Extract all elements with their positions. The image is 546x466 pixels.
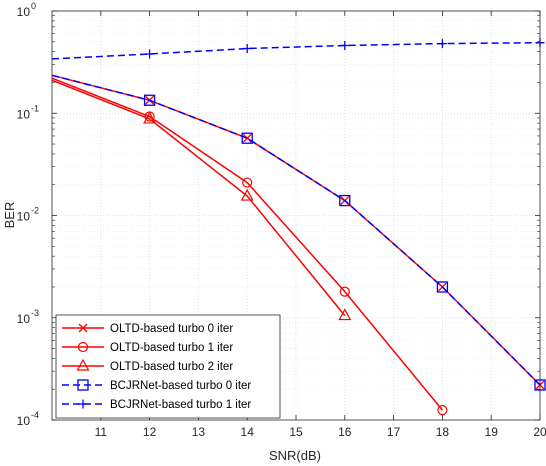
y-tick-label: 10 bbox=[17, 210, 31, 224]
data-point bbox=[242, 43, 252, 53]
legend-label: BCJRNet-based turbo 1 iter bbox=[110, 399, 251, 411]
data-point bbox=[340, 40, 350, 50]
y-tick-label: 10 bbox=[17, 312, 31, 326]
data-point bbox=[339, 194, 351, 207]
plot-area bbox=[51, 38, 546, 416]
data-point bbox=[437, 39, 447, 49]
legend-marker bbox=[78, 323, 88, 333]
x-tick-label: 18 bbox=[436, 425, 450, 439]
legend-marker bbox=[77, 379, 89, 391]
x-tick-label: 12 bbox=[143, 425, 157, 439]
series-2 bbox=[51, 77, 448, 416]
legend-label: OLTD-based turbo 2 iter bbox=[110, 361, 233, 373]
y-tick-label: 10 bbox=[17, 107, 31, 121]
series-line bbox=[51, 77, 443, 411]
data-point bbox=[242, 177, 253, 188]
x-tick-label: 11 bbox=[95, 425, 108, 439]
legend-marker bbox=[78, 399, 88, 409]
series-3 bbox=[51, 79, 352, 321]
x-tick-label: 17 bbox=[387, 425, 401, 439]
legend-label: OLTD-based turbo 1 iter bbox=[110, 342, 233, 354]
x-tick-label: 14 bbox=[241, 425, 255, 439]
data-point bbox=[437, 404, 448, 416]
legend-marker bbox=[77, 341, 89, 353]
x-tick-label: 16 bbox=[338, 425, 352, 439]
legend-item-3: OLTD-based turbo 2 iter bbox=[62, 358, 233, 373]
series-line bbox=[51, 41, 541, 60]
legend-marker bbox=[76, 358, 90, 371]
y-tick-exponent: -1 bbox=[31, 103, 39, 113]
legend-item-5: BCJRNet-based turbo 1 iter bbox=[62, 399, 251, 411]
x-tick-label: 19 bbox=[485, 425, 499, 439]
legend-label: BCJRNet-based turbo 0 iter bbox=[110, 380, 251, 392]
data-point bbox=[241, 132, 253, 144]
legend-item-4: BCJRNet-based turbo 0 iter bbox=[62, 379, 251, 392]
data-point bbox=[143, 111, 157, 124]
data-point bbox=[240, 188, 254, 201]
legend: OLTD-based turbo 0 iter OLTD-based turbo … bbox=[55, 314, 281, 419]
y-tick-label: 10 bbox=[17, 414, 31, 428]
data-point bbox=[436, 281, 449, 293]
legend-label: OLTD-based turbo 0 iter bbox=[110, 323, 233, 335]
data-point bbox=[339, 286, 350, 297]
y-tick-exponent: -2 bbox=[31, 206, 39, 216]
series-line bbox=[51, 74, 541, 386]
x-tick-label: 13 bbox=[192, 425, 206, 439]
y-axis-label: BER bbox=[2, 202, 17, 229]
y-tick-exponent: -4 bbox=[31, 410, 39, 420]
legend-item-1: OLTD-based turbo 0 iter bbox=[62, 323, 233, 335]
data-point bbox=[338, 308, 352, 321]
x-tick-label: 15 bbox=[289, 425, 303, 439]
y-tick-label: 10 bbox=[17, 5, 31, 19]
data-point bbox=[145, 49, 155, 59]
data-point bbox=[242, 133, 252, 143]
y-tick-exponent: 0 bbox=[31, 1, 36, 11]
series-line bbox=[51, 79, 346, 317]
x-axis-label: SNR(dB) bbox=[269, 448, 321, 463]
data-point bbox=[143, 94, 156, 106]
y-tick-exponent: -3 bbox=[31, 308, 39, 318]
legend-item-2: OLTD-based turbo 1 iter bbox=[62, 341, 233, 354]
x-tick-label: 20 bbox=[533, 425, 546, 439]
